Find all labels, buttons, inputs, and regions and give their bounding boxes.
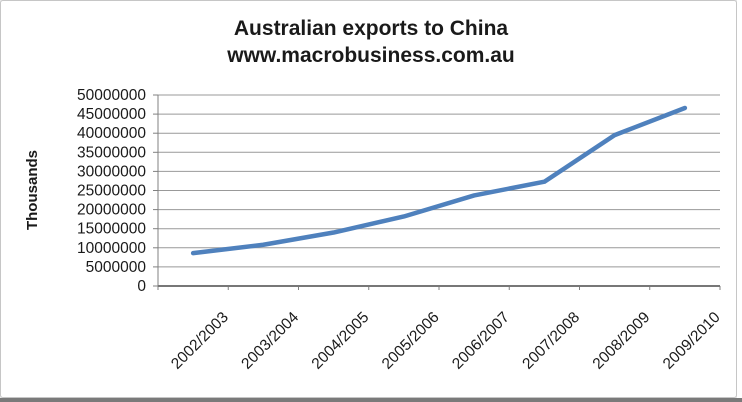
y-tick-label: 50000000 <box>77 87 146 104</box>
y-tick-label: 10000000 <box>77 240 146 257</box>
x-tick-label: 2006/2007 <box>449 309 513 373</box>
window-right-gap <box>737 0 742 398</box>
x-tick-label: 2002/2003 <box>168 309 232 373</box>
y-tick-label: 5000000 <box>86 259 147 276</box>
x-tick-label: 2004/2005 <box>309 309 373 373</box>
y-tick-label: 25000000 <box>77 183 146 200</box>
y-tick-label: 20000000 <box>77 202 146 219</box>
x-tick-label: 2005/2006 <box>379 309 443 373</box>
x-tick-label: 2003/2004 <box>238 309 302 373</box>
y-tick-label: 40000000 <box>77 125 146 142</box>
x-tick-label: 2008/2009 <box>590 309 654 373</box>
y-tick-label: 45000000 <box>77 106 146 123</box>
window-bottom-edge <box>0 398 742 402</box>
chart-title-block: Australian exports to China www.macrobus… <box>0 15 742 69</box>
data-line-exports <box>190 105 688 256</box>
y-tick-label: 0 <box>137 278 146 295</box>
y-tick-label: 15000000 <box>77 221 146 238</box>
chart-subtitle: www.macrobusiness.com.au <box>227 44 515 67</box>
y-tick-label: 35000000 <box>77 144 146 161</box>
y-tick-label: 30000000 <box>77 163 146 180</box>
x-tick-label: 2009/2010 <box>660 309 724 373</box>
x-tick-label: 2007/2008 <box>519 309 583 373</box>
chart-title: Australian exports to China <box>233 17 509 40</box>
